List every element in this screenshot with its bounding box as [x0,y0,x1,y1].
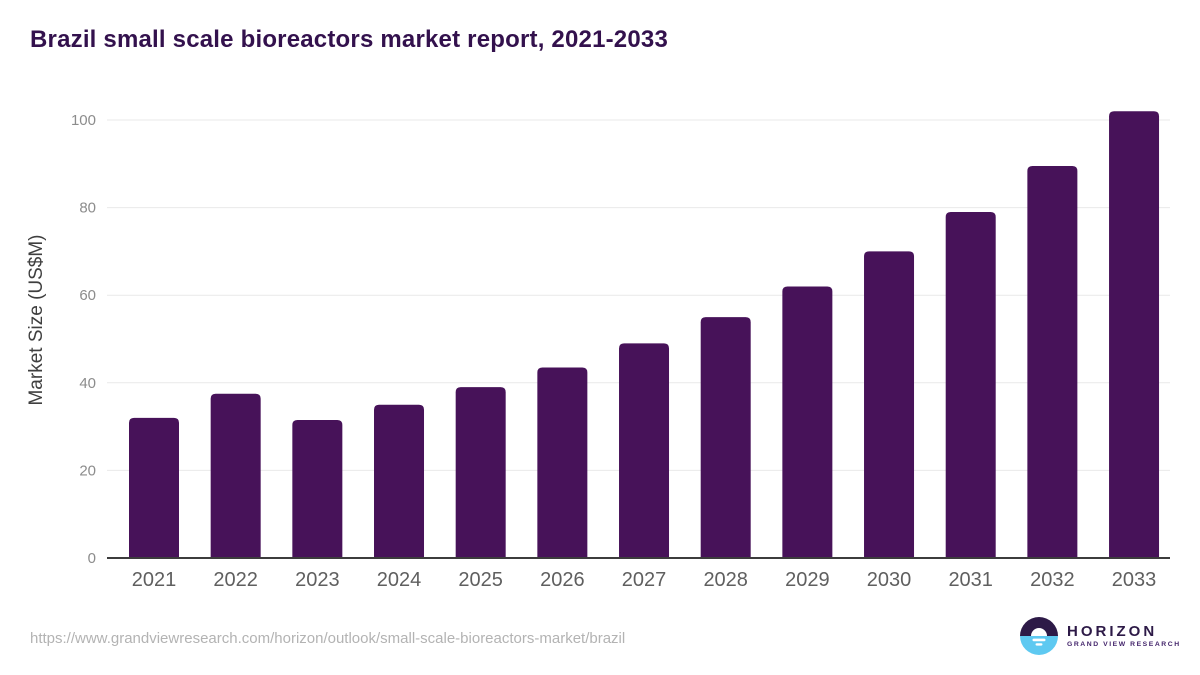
y-tick-label-100: 100 [71,112,96,129]
bar-2023 [292,420,343,558]
y-axis-label: Market Size (US$M) [26,234,47,405]
bar-2024 [374,404,425,558]
y-tick-label-80: 80 [79,200,96,217]
bar-2022 [210,393,261,558]
y-tick-label-40: 40 [79,375,96,392]
bar-2029 [782,286,833,558]
bar-2028 [700,317,751,558]
x-tick-label-2027: 2027 [622,569,667,591]
bar-2032 [1027,165,1078,559]
bar-2021 [129,417,179,558]
x-tick-label-2031: 2031 [948,569,993,591]
logo-brand-name: HORIZON [1067,623,1158,640]
x-tick-label-2028: 2028 [703,569,748,591]
x-tick-label-2030: 2030 [867,569,912,591]
y-tick-label-0: 0 [88,550,96,567]
page-title: Brazil small scale bioreactors market re… [30,26,668,53]
horizon-logo: HORIZON GRAND VIEW RESEARCH [1019,616,1181,656]
horizon-sun-icon [1020,617,1058,655]
y-tick-label-20: 20 [79,462,96,479]
bar-2026 [537,367,588,558]
x-tick-label-2026: 2026 [540,569,585,591]
bar-2033 [1109,111,1160,559]
x-tick-label-2032: 2032 [1030,569,1075,591]
bar-2031 [945,211,996,559]
y-tick-label-60: 60 [79,287,96,304]
bar-2025 [455,387,506,558]
x-tick-label-2023: 2023 [295,569,340,591]
source-url: https://www.grandviewresearch.com/horizo… [30,630,626,647]
logo-sub-brand-name: GRAND VIEW RESEARCH [1067,641,1181,648]
bar-2027 [619,343,670,558]
x-tick-label-2025: 2025 [458,569,503,591]
x-tick-label-2024: 2024 [377,569,422,591]
x-tick-label-2033: 2033 [1112,569,1157,591]
x-tick-label-2029: 2029 [785,569,830,591]
bar-2030 [864,251,915,558]
x-tick-label-2021: 2021 [132,569,177,591]
x-tick-label-2022: 2022 [213,569,258,591]
